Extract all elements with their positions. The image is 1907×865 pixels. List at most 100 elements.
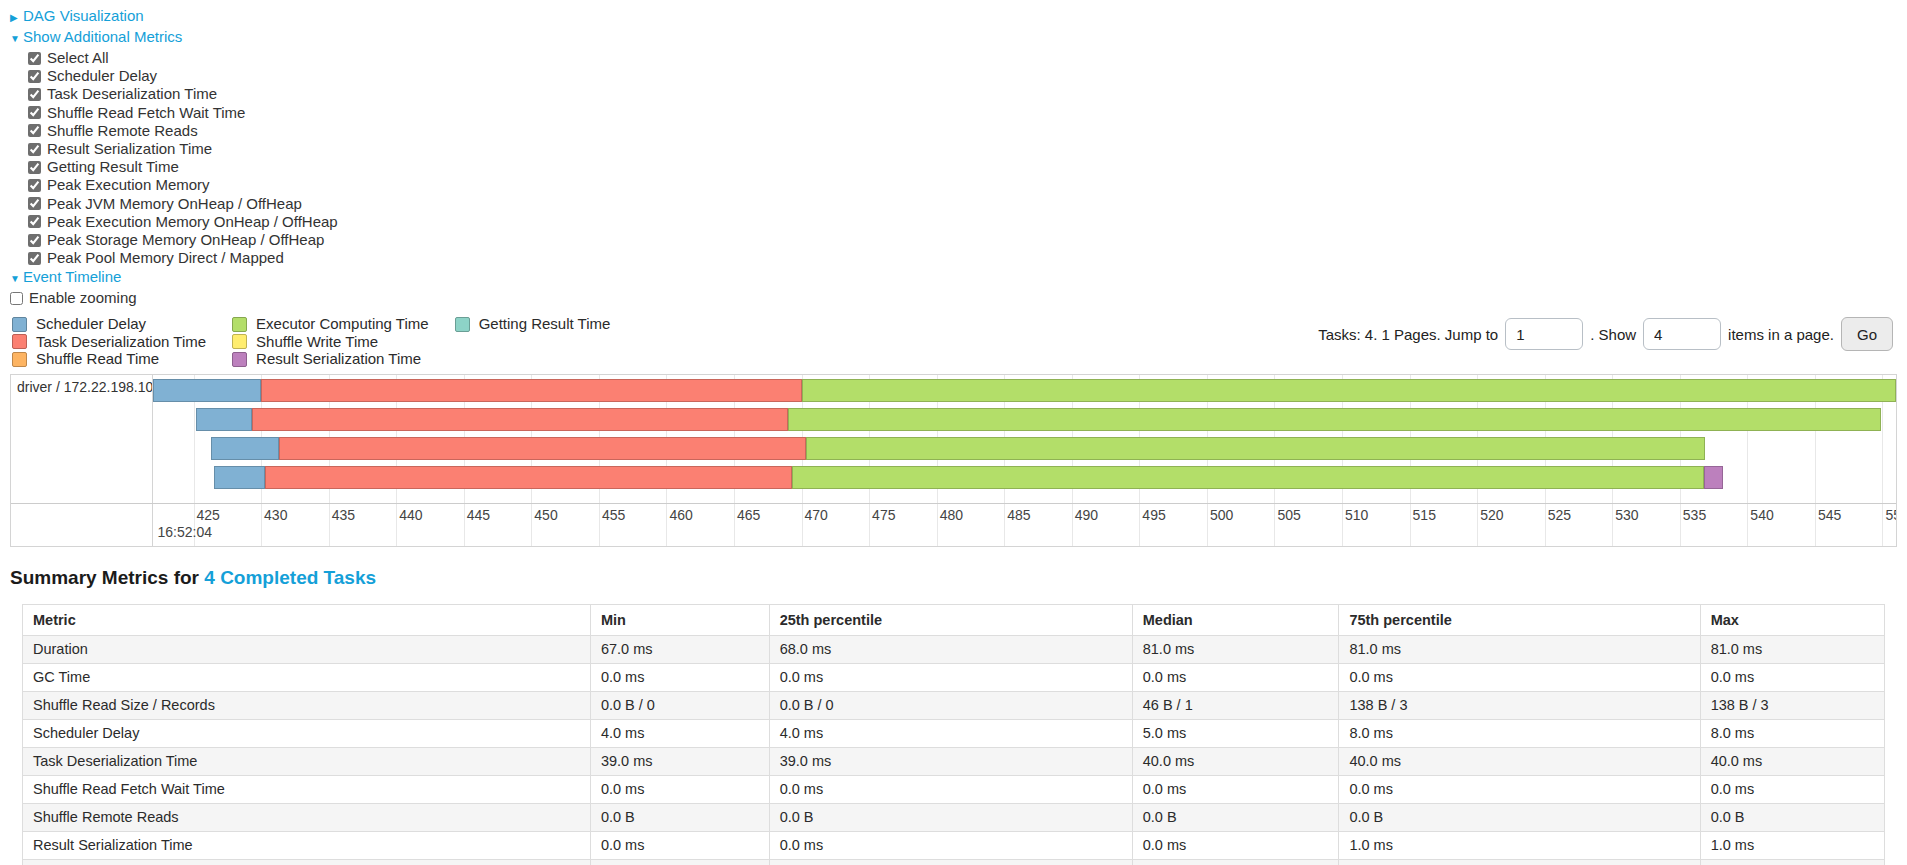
legend-item: Result Serialization Time — [232, 350, 429, 368]
summary-metrics-heading: Summary Metrics for 4 Completed Tasks — [10, 567, 1897, 589]
enable-zooming-row: Enable zooming — [10, 289, 1897, 307]
metric-checkbox-label: Peak Storage Memory OnHeap / OffHeap — [47, 231, 324, 249]
items-per-page-input[interactable] — [1643, 318, 1721, 350]
time-axis-line — [11, 503, 1896, 504]
time-axis-tick-label: 480 — [940, 507, 963, 523]
task-bar-segment-scheduler-delay[interactable] — [211, 437, 279, 460]
time-axis-tick-label: 495 — [1142, 507, 1165, 523]
task-bar-segment-result-serialization[interactable] — [1704, 466, 1723, 489]
task-pagination: Tasks: 4. 1 Pages. Jump to . Show items … — [1318, 317, 1897, 351]
time-axis-tick-label: 470 — [805, 507, 828, 523]
metric-checkbox-row: Scheduler Delay — [28, 67, 1897, 85]
summary-metrics-table: MetricMin25th percentileMedian75th perce… — [22, 604, 1885, 865]
metric-value-cell: 1.0 ms — [1700, 831, 1884, 859]
metric-value-cell: 0.0 ms — [1132, 831, 1339, 859]
task-bar-segment-scheduler-delay[interactable] — [214, 466, 265, 489]
legend-item-label: Shuffle Read Time — [36, 350, 159, 368]
metric-checkbox-label: Task Deserialization Time — [47, 85, 217, 103]
metric-checkbox[interactable] — [28, 215, 41, 228]
time-axis-tick-label: 490 — [1075, 507, 1098, 523]
metric-value-cell: 40.0 ms — [1132, 747, 1339, 775]
metric-value-cell: 68.0 ms — [769, 635, 1132, 663]
jump-to-page-input[interactable] — [1505, 318, 1583, 350]
metric-value-cell: 67.0 ms — [590, 635, 769, 663]
dag-visualization-toggle[interactable]: ▶DAG Visualization — [10, 7, 1897, 27]
metric-checkbox[interactable] — [28, 234, 41, 247]
summary-metric-row: Task Deserialization Time39.0 ms39.0 ms4… — [23, 747, 1885, 775]
time-axis-second-label: 16:52:04 — [158, 524, 213, 540]
metric-checkbox[interactable] — [28, 161, 41, 174]
metric-checkbox[interactable] — [28, 252, 41, 265]
metric-checkbox[interactable] — [28, 197, 41, 210]
summary-metric-row: Shuffle Read Size / Records0.0 B / 00.0 … — [23, 691, 1885, 719]
task-bar-segment-executor-computing[interactable] — [788, 408, 1881, 431]
task-bar-segment-executor-computing[interactable] — [806, 437, 1706, 460]
metric-checkbox-label: Getting Result Time — [47, 158, 179, 176]
legend-item: Getting Result Time — [455, 315, 611, 333]
metric-name-cell: Shuffle Remote Reads — [23, 803, 591, 831]
timeline-legend: Scheduler DelayTask Deserialization Time… — [10, 315, 610, 368]
task-bar-segment-executor-computing[interactable] — [792, 466, 1704, 489]
metric-checkbox-label: Peak JVM Memory OnHeap / OffHeap — [47, 195, 302, 213]
metric-value-cell: 0.0 ms — [769, 859, 1132, 865]
time-axis-tick-label: 505 — [1277, 507, 1300, 523]
task-bar-segment-scheduler-delay[interactable] — [153, 379, 261, 402]
metric-checkbox-row: Peak Pool Memory Direct / Mapped — [28, 249, 1897, 267]
metric-checkbox-row: Task Deserialization Time — [28, 85, 1897, 103]
metric-value-cell: 0.0 ms — [1700, 663, 1884, 691]
time-axis-tick-label: 475 — [872, 507, 895, 523]
legend-column: Executor Computing TimeShuffle Write Tim… — [232, 315, 429, 368]
time-axis-tick-label: 450 — [534, 507, 557, 523]
items-in-page-text: items in a page. — [1728, 326, 1834, 343]
metric-checkbox-row: Getting Result Time — [28, 158, 1897, 176]
metric-checkbox-label: Peak Pool Memory Direct / Mapped — [47, 249, 284, 267]
show-additional-metrics-toggle[interactable]: ▼Show Additional Metrics — [10, 28, 1897, 48]
metric-checkbox-label: Shuffle Remote Reads — [47, 122, 198, 140]
task-bar-segment-executor-computing[interactable] — [802, 379, 1896, 402]
metric-value-cell: 0.0 ms — [1339, 663, 1700, 691]
metric-value-cell: 0.0 ms — [590, 775, 769, 803]
legend-color-swatch — [12, 317, 27, 332]
legend-item-label: Shuffle Write Time — [256, 333, 378, 351]
time-axis-tick-label: 485 — [1007, 507, 1030, 523]
summary-table-header-row: MetricMin25th percentileMedian75th perce… — [23, 604, 1885, 635]
task-bar-segment-task-deserialization[interactable] — [252, 408, 788, 431]
metric-checkbox[interactable] — [28, 143, 41, 156]
time-axis-tick-label: 425 — [197, 507, 220, 523]
summary-metric-row: Shuffle Read Fetch Wait Time0.0 ms0.0 ms… — [23, 775, 1885, 803]
metric-value-cell: 0.0 ms — [590, 831, 769, 859]
metric-value-cell: 81.0 ms — [1700, 635, 1884, 663]
legend-item-label: Result Serialization Time — [256, 350, 421, 368]
go-button[interactable]: Go — [1841, 317, 1893, 351]
summary-column-header: Max — [1700, 604, 1884, 635]
metric-checkbox[interactable] — [28, 179, 41, 192]
metric-value-cell: 0.0 B — [1339, 803, 1700, 831]
legend-item: Shuffle Read Time — [12, 350, 206, 368]
task-bar-segment-task-deserialization[interactable] — [279, 437, 806, 460]
task-bar-segment-task-deserialization[interactable] — [265, 466, 792, 489]
metric-value-cell: 0.0 ms — [1339, 775, 1700, 803]
legend-color-swatch — [12, 352, 27, 367]
legend-item: Scheduler Delay — [12, 315, 206, 333]
metric-checkbox-row: Peak Execution Memory — [28, 176, 1897, 194]
metric-checkbox-label: Result Serialization Time — [47, 140, 212, 158]
completed-tasks-link[interactable]: 4 Completed Tasks — [204, 567, 376, 588]
metric-checkbox[interactable] — [28, 88, 41, 101]
metric-checkbox[interactable] — [28, 106, 41, 119]
time-axis-tick-label: 510 — [1345, 507, 1368, 523]
enable-zooming-checkbox[interactable] — [10, 292, 23, 305]
metric-value-cell: 0.0 ms — [1700, 859, 1884, 865]
task-bar-segment-scheduler-delay[interactable] — [196, 408, 251, 431]
metric-value-cell: 81.0 ms — [1339, 635, 1700, 663]
metric-checkbox[interactable] — [28, 124, 41, 137]
dag-visualization-label: DAG Visualization — [23, 7, 144, 24]
event-timeline-chart: driver / 172.22.198.104 4254304354404454… — [10, 374, 1897, 547]
time-axis-tick-label: 545 — [1818, 507, 1841, 523]
task-bar-segment-task-deserialization[interactable] — [261, 379, 801, 402]
event-timeline-toggle[interactable]: ▼Event Timeline — [10, 268, 1897, 288]
time-axis-tick-label: 525 — [1548, 507, 1571, 523]
metric-checkbox[interactable] — [28, 70, 41, 83]
metric-checkbox[interactable] — [28, 52, 41, 65]
metric-value-cell: 8.0 ms — [1339, 719, 1700, 747]
metric-value-cell: 0.0 ms — [590, 663, 769, 691]
